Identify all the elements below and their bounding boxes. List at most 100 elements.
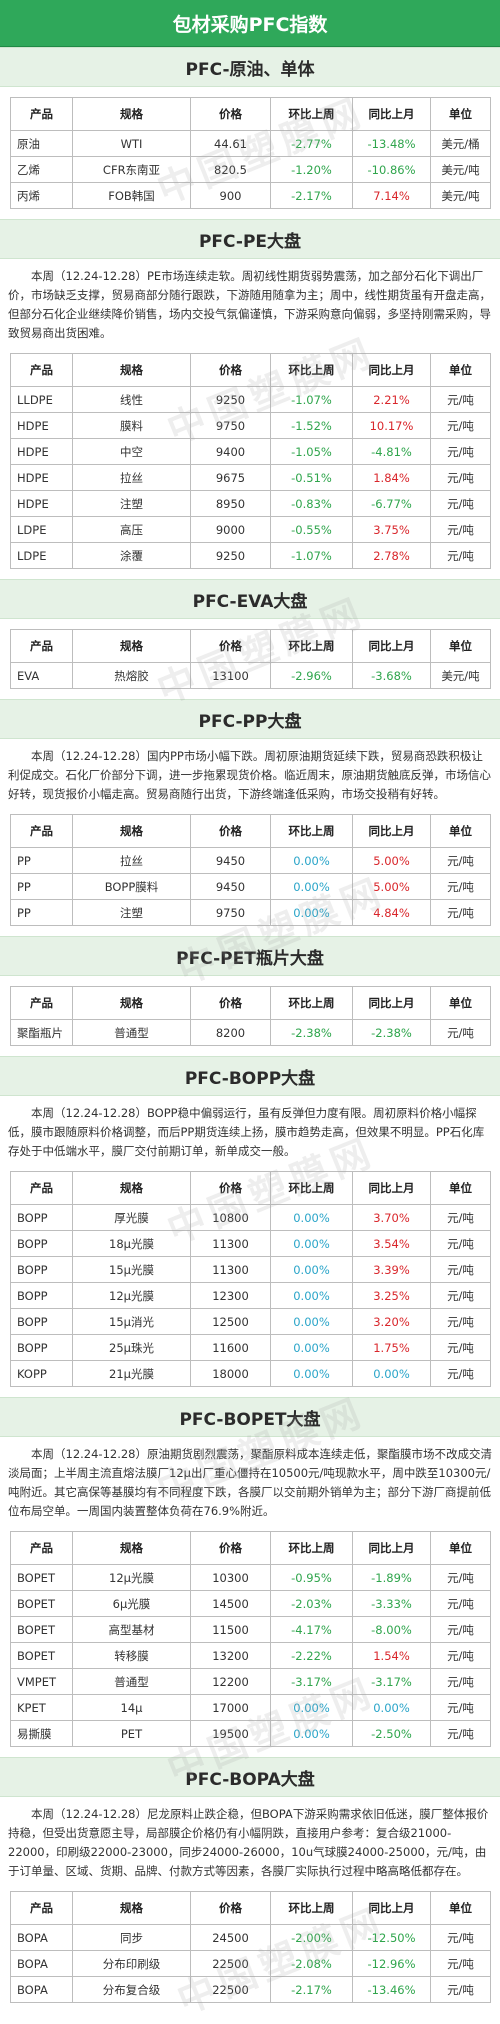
table-header-row: 产品 规格 价格 环比上周 同比上月 单位 (10, 1171, 491, 1205)
section-heading: PFC-EVA大盘 (0, 579, 500, 619)
spacer (0, 689, 500, 699)
column-header: 环比上周 (270, 986, 353, 1020)
mom-change-cell: -1.89% (352, 1564, 431, 1591)
unit-cell: 元/吨 (430, 1204, 491, 1231)
table-row: BOPP 12μ光膜 12300 0.00% 3.25% 元/吨 (10, 1282, 491, 1309)
table-row: BOPET 转移膜 13200 -2.22% 1.54% 元/吨 (10, 1642, 491, 1669)
unit-cell: 美元/桶 (430, 130, 491, 157)
product-cell: HDPE (10, 490, 73, 517)
mom-change-cell: 3.20% (352, 1308, 431, 1335)
price-table: 产品 规格 价格 环比上周 同比上月 单位 BOPP 厚光膜 10800 0.00% 3.70% 元/… (10, 1171, 491, 1387)
product-cell: KOPP (10, 1360, 73, 1387)
column-header: 价格 (190, 1891, 271, 1925)
spec-cell: 15μ消光 (72, 1308, 191, 1335)
column-header: 同比上月 (352, 629, 431, 663)
spacer (0, 209, 500, 219)
section: PFC-BOPP大盘 本周（12.24-12.28）BOPP稳中偏弱运行，虽有反弹… (0, 1056, 500, 1397)
mom-change-cell: 2.21% (352, 386, 431, 413)
price-cell: 14500 (190, 1590, 271, 1617)
column-header: 规格 (72, 1531, 191, 1565)
table-row: PP 注塑 9750 0.00% 4.84% 元/吨 (10, 899, 491, 926)
unit-cell: 元/吨 (430, 873, 491, 900)
product-cell: 丙烯 (10, 182, 73, 209)
column-header: 单位 (430, 353, 491, 387)
table-row: LLDPE 线性 9250 -1.07% 2.21% 元/吨 (10, 386, 491, 413)
section-heading: PFC-BOPA大盘 (0, 1757, 500, 1797)
spec-cell: 25μ珠光 (72, 1334, 191, 1361)
price-cell: 24500 (190, 1924, 271, 1951)
spec-cell: 拉丝 (72, 464, 191, 491)
price-cell: 820.5 (190, 156, 271, 183)
price-cell: 11500 (190, 1616, 271, 1643)
column-header: 单位 (430, 1891, 491, 1925)
spacer (0, 1747, 500, 1757)
section-heading: PFC-PE大盘 (0, 219, 500, 259)
unit-cell: 元/吨 (430, 1256, 491, 1283)
table-row: BOPA 分布印刷级 22500 -2.08% -12.96% 元/吨 (10, 1950, 491, 1977)
table-row: BOPP 15μ消光 12500 0.00% 3.20% 元/吨 (10, 1308, 491, 1335)
table-row: 丙烯 FOB韩国 900 -2.17% 7.14% 美元/吨 (10, 182, 491, 209)
column-header: 产品 (10, 1171, 73, 1205)
price-cell: 13200 (190, 1642, 271, 1669)
section: PFC-PET瓶片大盘 产品 规格 价格 环比上周 同比上月 单位 聚酯瓶片 普通型 8200 -2… (0, 936, 500, 1056)
table-row: EVA 热熔胶 13100 -2.96% -3.68% 美元/吨 (10, 662, 491, 689)
product-cell: BOPET (10, 1642, 73, 1669)
product-cell: HDPE (10, 412, 73, 439)
column-header: 价格 (190, 1171, 271, 1205)
mom-change-cell: 3.25% (352, 1282, 431, 1309)
unit-cell: 美元/吨 (430, 156, 491, 183)
unit-cell: 元/吨 (430, 1230, 491, 1257)
column-header: 产品 (10, 1891, 73, 1925)
spec-cell: BOPP膜料 (72, 873, 191, 900)
spacer (0, 619, 500, 629)
spec-cell: 注塑 (72, 490, 191, 517)
price-cell: 9450 (190, 847, 271, 874)
price-cell: 10300 (190, 1564, 271, 1591)
unit-cell: 元/吨 (430, 1019, 491, 1046)
mom-change-cell: 5.00% (352, 873, 431, 900)
table-row: KOPP 21μ光膜 18000 0.00% 0.00% 元/吨 (10, 1360, 491, 1387)
mom-change-cell: 10.17% (352, 412, 431, 439)
unit-cell: 元/吨 (430, 1282, 491, 1309)
mom-change-cell: 3.54% (352, 1230, 431, 1257)
product-cell: LDPE (10, 516, 73, 543)
spec-cell: 21μ光膜 (72, 1360, 191, 1387)
mom-change-cell: -2.50% (352, 1720, 431, 1747)
product-cell: 易撕膜 (10, 1720, 73, 1747)
section-heading: PFC-PET瓶片大盘 (0, 936, 500, 976)
price-cell: 12200 (190, 1668, 271, 1695)
price-cell: 8950 (190, 490, 271, 517)
unit-cell: 元/吨 (430, 1668, 491, 1695)
mom-change-cell: -3.68% (352, 662, 431, 689)
section-paragraph: 本周（12.24-12.28）原油期货剧烈震荡，聚酯原料成本连续走低，聚酯膜市场… (8, 1447, 492, 1518)
table-row: BOPET 12μ光膜 10300 -0.95% -1.89% 元/吨 (10, 1564, 491, 1591)
column-header: 环比上周 (270, 353, 353, 387)
product-cell: LLDPE (10, 386, 73, 413)
column-header: 价格 (190, 629, 271, 663)
price-cell: 11600 (190, 1334, 271, 1361)
column-header: 单位 (430, 629, 491, 663)
column-header: 同比上月 (352, 986, 431, 1020)
wow-change-cell: -0.83% (270, 490, 353, 517)
column-header: 产品 (10, 814, 73, 848)
wow-change-cell: 0.00% (270, 1720, 353, 1747)
mom-change-cell: -10.86% (352, 156, 431, 183)
price-cell: 9750 (190, 412, 271, 439)
price-cell: 11300 (190, 1230, 271, 1257)
spec-cell: 高压 (72, 516, 191, 543)
wow-change-cell: 0.00% (270, 1694, 353, 1721)
column-header: 价格 (190, 97, 271, 131)
table-row: 易撕膜 PET 19500 0.00% -2.50% 元/吨 (10, 1720, 491, 1747)
mom-change-cell: -6.77% (352, 490, 431, 517)
wow-change-cell: 0.00% (270, 1204, 353, 1231)
column-header: 规格 (72, 814, 191, 848)
column-header: 产品 (10, 629, 73, 663)
mom-change-cell: -3.33% (352, 1590, 431, 1617)
table-row: HDPE 注塑 8950 -0.83% -6.77% 元/吨 (10, 490, 491, 517)
column-header: 单位 (430, 814, 491, 848)
column-header: 同比上月 (352, 1531, 431, 1565)
price-cell: 12300 (190, 1282, 271, 1309)
table-header-row: 产品 规格 价格 环比上周 同比上月 单位 (10, 1531, 491, 1565)
table-header-row: 产品 规格 价格 环比上周 同比上月 单位 (10, 814, 491, 848)
table-row: LDPE 高压 9000 -0.55% 3.75% 元/吨 (10, 516, 491, 543)
